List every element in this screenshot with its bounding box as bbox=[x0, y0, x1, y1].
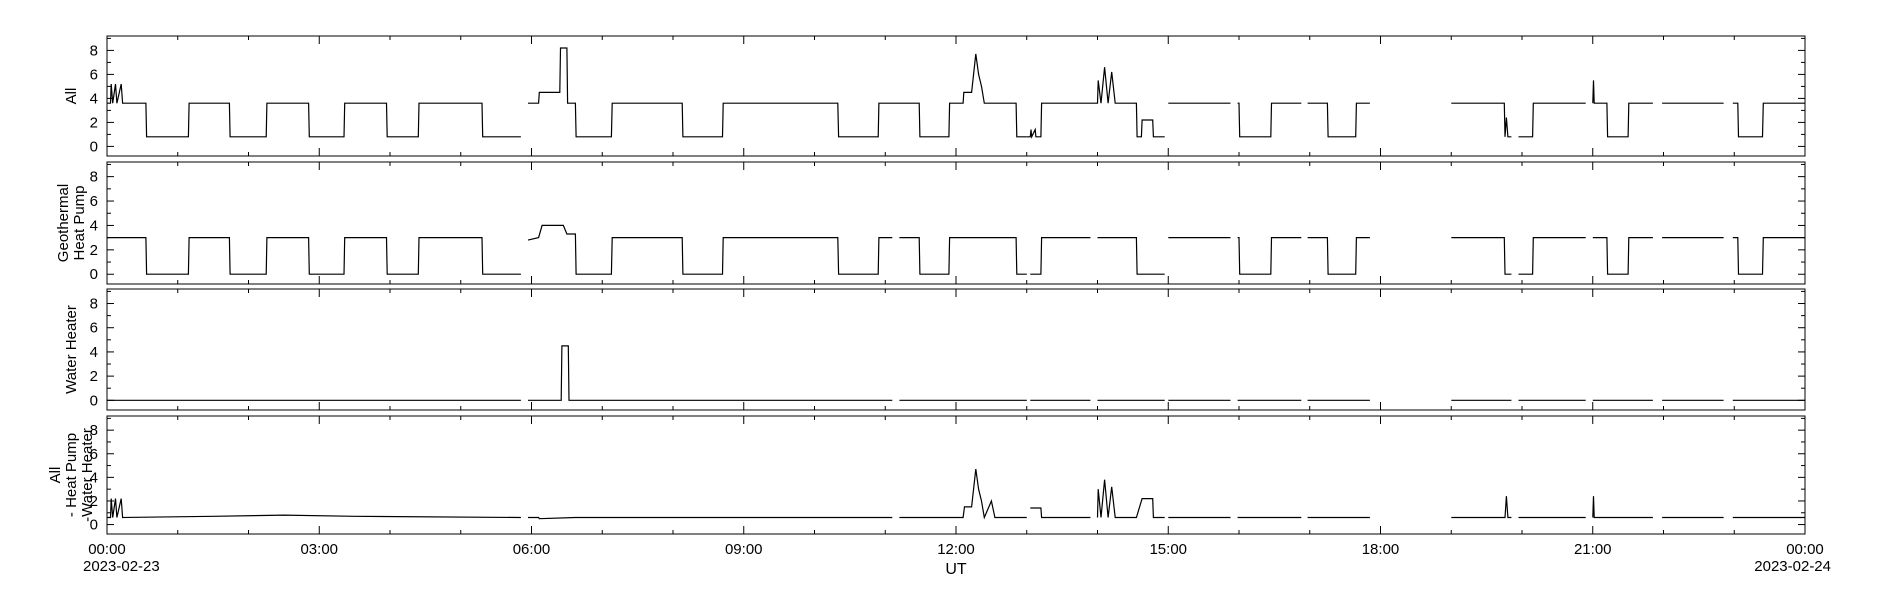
y-tick-label: 6 bbox=[90, 193, 98, 210]
series-line bbox=[1732, 102, 1805, 138]
y-axis-label-line: All bbox=[63, 88, 80, 105]
series-line bbox=[1096, 479, 1165, 519]
series-line bbox=[1451, 496, 1512, 519]
series-line bbox=[899, 237, 1027, 275]
x-tick-label: 00:00 bbox=[88, 541, 126, 558]
y-tick-label: 0 bbox=[90, 517, 98, 534]
x-tick-label: 18:00 bbox=[1362, 541, 1400, 558]
panel-frame bbox=[106, 161, 1806, 285]
series-line bbox=[528, 47, 1027, 138]
series-line bbox=[1518, 102, 1586, 138]
series-line bbox=[527, 224, 893, 275]
series-line bbox=[1030, 507, 1091, 519]
x-tick-label: 15:00 bbox=[1149, 541, 1187, 558]
series-line bbox=[1451, 102, 1512, 138]
panel-frame bbox=[106, 35, 1806, 157]
y-tick-label: 4 bbox=[90, 217, 98, 234]
y-axis-label-line: Heat Pump bbox=[71, 185, 88, 260]
series-line bbox=[1732, 237, 1805, 275]
panel-3: 0 2 4 6 8 Water Heater bbox=[63, 288, 1806, 411]
y-tick-label: 2 bbox=[90, 493, 98, 510]
y-tick-label: 8 bbox=[90, 422, 98, 439]
y-tick-label: 2 bbox=[90, 114, 98, 131]
series-line bbox=[1592, 80, 1653, 138]
series-line bbox=[1307, 237, 1370, 275]
x-axis-title: UT bbox=[945, 561, 967, 578]
y-axis-label-line: - Heat Pump bbox=[63, 433, 80, 517]
x-tick-label: 21:00 bbox=[1574, 541, 1612, 558]
x-tick-label: 09:00 bbox=[725, 541, 763, 558]
series-line bbox=[1026, 67, 1165, 139]
panel-1: 0 2 4 6 8 All bbox=[63, 35, 1806, 157]
x-axis-end-date: 2023-02-24 bbox=[1754, 558, 1831, 575]
panel-frame bbox=[106, 288, 1806, 411]
series-line bbox=[1030, 237, 1091, 275]
x-tick-label: 00:00 bbox=[1786, 541, 1824, 558]
series-line bbox=[1097, 237, 1165, 275]
y-axis-label: All- Heat Pump-Water Heater bbox=[47, 428, 96, 522]
y-tick-label: 8 bbox=[90, 169, 98, 186]
x-tick-label: 03:00 bbox=[300, 541, 338, 558]
series-line bbox=[1451, 237, 1512, 275]
series-line bbox=[1307, 102, 1370, 138]
y-axis-label: GeothermalHeat Pump bbox=[55, 184, 88, 262]
series-line bbox=[107, 498, 521, 519]
y-tick-label: 6 bbox=[90, 446, 98, 463]
series-line bbox=[107, 237, 521, 275]
series-line bbox=[1592, 496, 1653, 519]
series-line bbox=[1237, 102, 1302, 138]
y-axis-label-line: Water Heater bbox=[63, 305, 80, 394]
y-tick-label: 0 bbox=[90, 266, 98, 283]
series-line bbox=[528, 345, 893, 401]
series-line bbox=[107, 83, 521, 138]
y-tick-label: 6 bbox=[90, 66, 98, 83]
series-line bbox=[899, 469, 1027, 520]
y-axis-label: All bbox=[63, 88, 80, 105]
y-tick-label: 0 bbox=[90, 138, 98, 155]
y-tick-label: 8 bbox=[90, 42, 98, 59]
y-tick-label: 4 bbox=[90, 469, 98, 486]
x-axis-start-date: 2023-02-23 bbox=[83, 558, 160, 575]
series-line bbox=[1592, 237, 1653, 275]
series-line bbox=[1518, 237, 1586, 275]
series-line bbox=[528, 516, 893, 520]
x-axis: UT 2023-02-23 2023-02-24 00:00 03:00 06:00… bbox=[83, 541, 1831, 578]
y-tick-label: 6 bbox=[90, 320, 98, 337]
x-tick-label: 12:00 bbox=[937, 541, 975, 558]
y-axis-label-line: -Water Heater bbox=[79, 428, 96, 522]
series-line bbox=[1237, 237, 1302, 275]
y-tick-label: 4 bbox=[90, 90, 98, 107]
y-axis-label-line: Geothermal bbox=[55, 184, 72, 262]
y-tick-label: 2 bbox=[90, 368, 98, 385]
y-axis-label-line: All bbox=[47, 467, 64, 484]
x-tick-label: 06:00 bbox=[513, 541, 551, 558]
y-tick-label: 0 bbox=[90, 392, 98, 409]
y-tick-label: 4 bbox=[90, 344, 98, 361]
y-axis-label: Water Heater bbox=[63, 305, 80, 394]
y-tick-label: 8 bbox=[90, 296, 98, 313]
y-tick-label: 2 bbox=[90, 242, 98, 259]
